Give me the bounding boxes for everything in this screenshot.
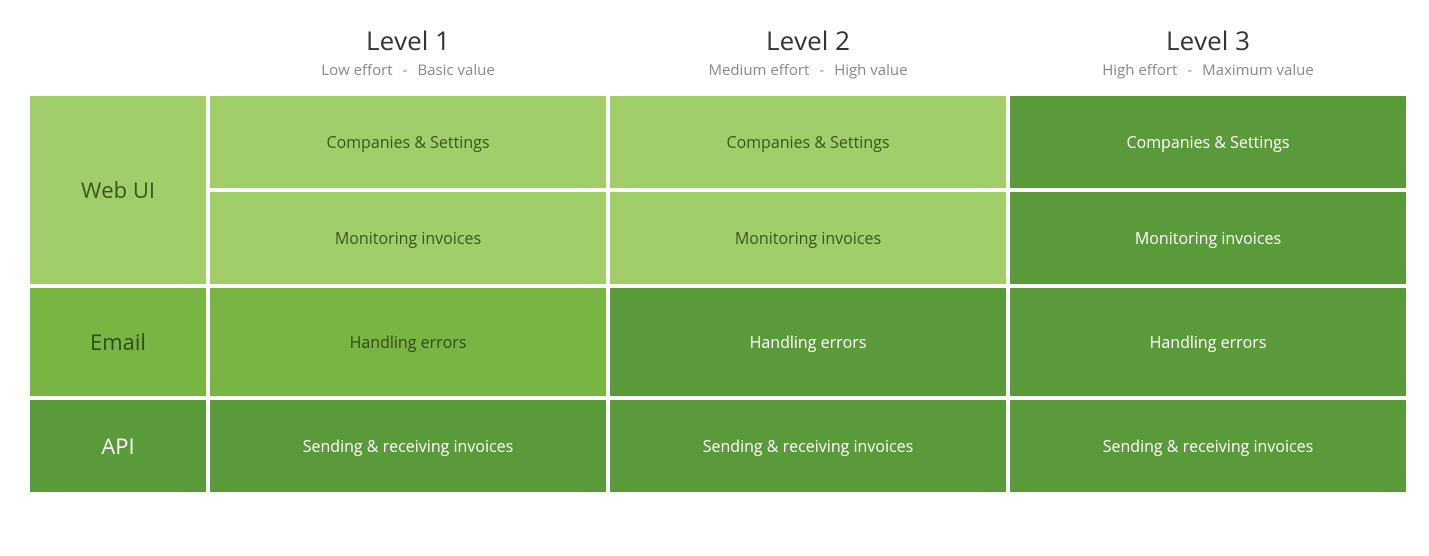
table-cell-label: Monitoring invoices (735, 227, 881, 249)
table-cell: Monitoring invoices (208, 190, 608, 286)
table-cell-label: Companies & Settings (1127, 131, 1290, 153)
row-header-web-ui: Web UI (28, 94, 208, 286)
column-header-title: Level 2 (608, 22, 1008, 58)
column-header-subtitle: Medium effort-High value (608, 60, 1008, 80)
row-header-label: Email (90, 327, 146, 357)
table-cell-label: Sending & receiving invoices (1103, 435, 1314, 457)
table-cell-label: Handling errors (1150, 331, 1267, 353)
column-header-title: Level 3 (1008, 22, 1408, 58)
table-cell-label: Handling errors (750, 331, 867, 353)
table-cell: Handling errors (208, 286, 608, 398)
table-cell-label: Monitoring invoices (1135, 227, 1281, 249)
table-cell-label: Handling errors (350, 331, 467, 353)
corner-spacer (28, 22, 208, 94)
column-header-subtitle-left: Medium effort (708, 60, 809, 80)
table-cell: Handling errors (1008, 286, 1408, 398)
column-header-subtitle-sep: - (403, 60, 408, 80)
table-cell: Sending & receiving invoices (608, 398, 1008, 494)
table-cell-label: Monitoring invoices (335, 227, 481, 249)
table-cell: Sending & receiving invoices (208, 398, 608, 494)
table-cell-label: Companies & Settings (327, 131, 490, 153)
column-header-subtitle-left: Low effort (321, 60, 392, 80)
table-cell-label: Sending & receiving invoices (303, 435, 514, 457)
table-cell: Companies & Settings (608, 94, 1008, 190)
row-header-label: Web UI (81, 175, 155, 205)
column-header-subtitle-right: High value (834, 60, 907, 80)
row-header-api: API (28, 398, 208, 494)
column-header-subtitle-sep: - (1187, 60, 1192, 80)
column-header-subtitle-right: Basic value (417, 60, 494, 80)
column-header-subtitle-right: Maximum value (1202, 60, 1314, 80)
column-header-subtitle: High effort-Maximum value (1008, 60, 1408, 80)
table-cell: Companies & Settings (1008, 94, 1408, 190)
levels-table: Level 1Low effort-Basic valueLevel 2Medi… (28, 22, 1401, 494)
table-cell-label: Companies & Settings (727, 131, 890, 153)
table-cell: Sending & receiving invoices (1008, 398, 1408, 494)
table-cell-label: Sending & receiving invoices (703, 435, 914, 457)
table-cell: Monitoring invoices (608, 190, 1008, 286)
column-header-level-2: Level 2Medium effort-High value (608, 22, 1008, 94)
column-header-subtitle-left: High effort (1102, 60, 1177, 80)
row-header-email: Email (28, 286, 208, 398)
table-cell: Monitoring invoices (1008, 190, 1408, 286)
column-header-subtitle: Low effort-Basic value (208, 60, 608, 80)
table-cell: Handling errors (608, 286, 1008, 398)
column-header-title: Level 1 (208, 22, 608, 58)
column-header-level-3: Level 3High effort-Maximum value (1008, 22, 1408, 94)
column-header-level-1: Level 1Low effort-Basic value (208, 22, 608, 94)
row-header-label: API (101, 431, 134, 461)
table-cell: Companies & Settings (208, 94, 608, 190)
column-header-subtitle-sep: - (819, 60, 824, 80)
